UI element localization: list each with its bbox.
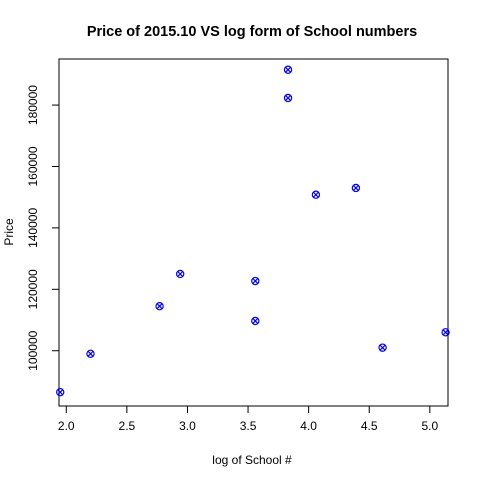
- x-tick-label: 3.0: [179, 419, 196, 433]
- plot-frame: [58, 58, 449, 407]
- y-tick-label: 100000: [26, 330, 40, 370]
- y-tick-label: 140000: [26, 208, 40, 248]
- data-points: [56, 65, 450, 397]
- data-point: [311, 190, 321, 199]
- x-tick-label: 3.5: [240, 419, 257, 433]
- x-tick-label: 4.5: [361, 419, 378, 433]
- y-axis-label: Price: [2, 218, 16, 246]
- x-axis-label: log of School #: [212, 453, 292, 467]
- x-tick-label: 2.0: [58, 419, 75, 433]
- data-point: [251, 316, 260, 326]
- data-point: [155, 301, 164, 311]
- data-point: [56, 387, 65, 397]
- y-tick-label: 180000: [26, 85, 40, 125]
- y-tick-label: 120000: [26, 269, 40, 309]
- data-point: [378, 343, 387, 352]
- y-axis: 100000 120000 140000 160000 180000: [26, 85, 60, 371]
- x-tick-label: 2.5: [119, 419, 136, 433]
- x-tick-label: 4.0: [300, 419, 317, 433]
- x-tick-label: 5.0: [421, 419, 438, 433]
- chart-title: Price of 2015.10 VS log form of School n…: [87, 24, 417, 40]
- y-tick-label: 160000: [26, 146, 40, 186]
- data-point: [175, 269, 185, 279]
- data-point: [251, 276, 260, 286]
- data-point: [283, 65, 293, 74]
- data-point: [441, 328, 450, 337]
- data-point: [351, 183, 361, 193]
- data-point: [86, 349, 95, 358]
- data-point: [283, 93, 293, 103]
- x-axis: 2.0 2.5 3.0 3.5 4.0 4.5 5.0: [58, 405, 438, 433]
